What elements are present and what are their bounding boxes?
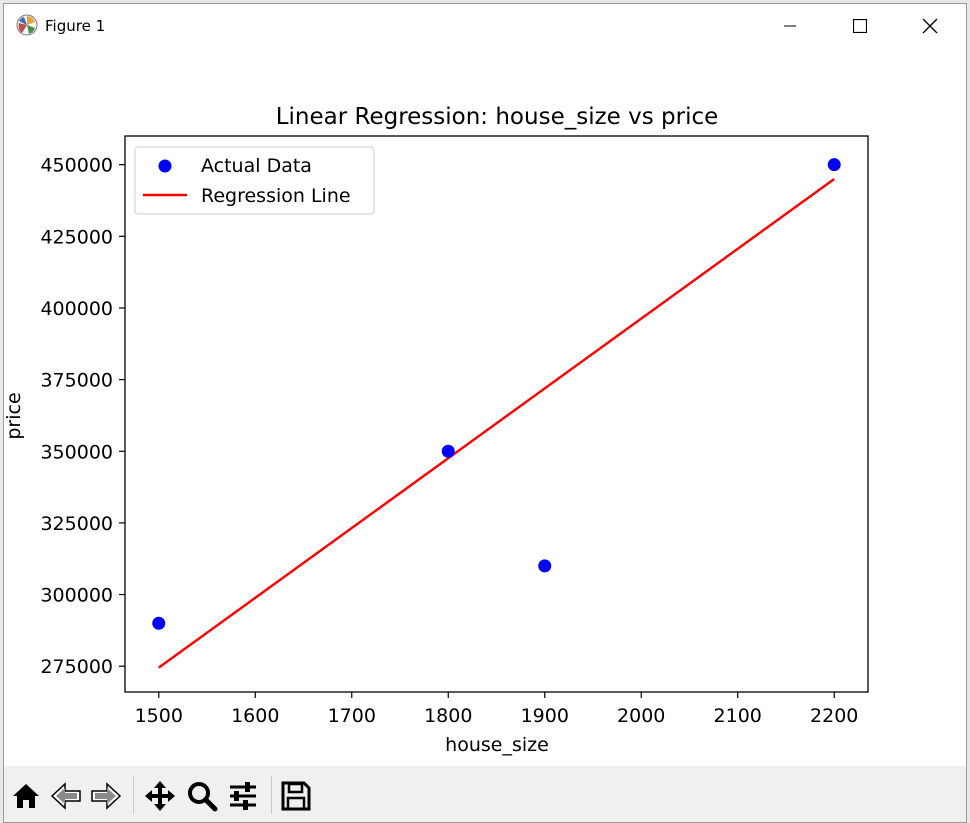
- legend: Actual Data Regression Line: [134, 146, 375, 215]
- chart: Linear Regression: house_size vs price 1…: [4, 104, 869, 756]
- zoom-icon: [188, 782, 218, 812]
- x-tick-label: 1900: [521, 705, 569, 727]
- x-tick-label: 1800: [424, 705, 472, 727]
- home-icon: [13, 784, 39, 808]
- x-tick-label: 2000: [617, 705, 665, 727]
- y-tick-label: 400000: [40, 298, 113, 320]
- back-button[interactable]: [48, 778, 84, 814]
- y-tick-label: 300000: [40, 585, 113, 607]
- chart-marks: [152, 158, 841, 669]
- figure-canvas[interactable]: Linear Regression: house_size vs price 1…: [4, 48, 966, 766]
- toolbar-separator: [133, 776, 134, 814]
- pan-button[interactable]: [142, 778, 178, 814]
- y-tick-label: 425000: [40, 226, 113, 248]
- maximize-icon: [853, 19, 867, 33]
- y-tick-label: 375000: [40, 370, 113, 392]
- home-button[interactable]: [8, 778, 44, 814]
- x-tick-label: 1700: [328, 705, 376, 727]
- save-icon: [281, 781, 311, 811]
- toolbar-separator: [271, 776, 272, 814]
- close-button[interactable]: [895, 4, 965, 48]
- minimize-icon: [784, 25, 796, 27]
- y-tick-label: 275000: [40, 656, 113, 678]
- minimize-button[interactable]: [755, 4, 825, 48]
- plot-area: [124, 135, 869, 693]
- window-title: Figure 1: [45, 17, 106, 35]
- forward-button[interactable]: [88, 778, 124, 814]
- legend-marker-actual-data: [158, 159, 172, 173]
- data-point: [827, 158, 841, 172]
- navigation-toolbar: [4, 766, 966, 822]
- x-tick-label: 1500: [135, 705, 183, 727]
- y-tick-label: 450000: [40, 155, 113, 177]
- legend-label-regression-line: Regression Line: [201, 185, 351, 207]
- data-point: [538, 559, 552, 573]
- y-axis-ticks: 275000 300000 325000 350000 375000 400000 4250…: [40, 155, 125, 678]
- maximize-button[interactable]: [825, 4, 895, 48]
- zoom-button[interactable]: [184, 778, 220, 814]
- data-point: [441, 444, 455, 458]
- close-icon: [922, 18, 938, 34]
- matplotlib-app-icon: [16, 14, 38, 36]
- x-tick-label: 2100: [714, 705, 762, 727]
- pan-icon: [145, 781, 175, 811]
- x-axis-ticks: 1500 1600 1700 1800 1900 2000 2100 2200: [135, 692, 858, 727]
- chart-title: Linear Regression: house_size vs price: [276, 104, 719, 130]
- regression-line: [158, 178, 835, 669]
- figure-window: Figure 1 Linear Regression: house_size v…: [3, 3, 967, 823]
- y-tick-label: 350000: [40, 441, 113, 463]
- y-axis-label: price: [4, 392, 25, 439]
- configure-subplots-button[interactable]: [225, 778, 261, 814]
- data-point: [152, 616, 166, 630]
- legend-box: [134, 146, 375, 215]
- configure-subplots-icon: [230, 782, 256, 810]
- save-button[interactable]: [278, 778, 314, 814]
- x-tick-label: 1600: [231, 705, 279, 727]
- x-axis-label: house_size: [445, 734, 549, 756]
- x-tick-label: 2200: [810, 705, 858, 727]
- back-arrow-icon: [50, 782, 81, 810]
- legend-label-actual-data: Actual Data: [201, 155, 312, 177]
- y-tick-label: 325000: [40, 513, 113, 535]
- title-bar[interactable]: Figure 1: [4, 4, 966, 48]
- forward-arrow-icon: [91, 782, 122, 810]
